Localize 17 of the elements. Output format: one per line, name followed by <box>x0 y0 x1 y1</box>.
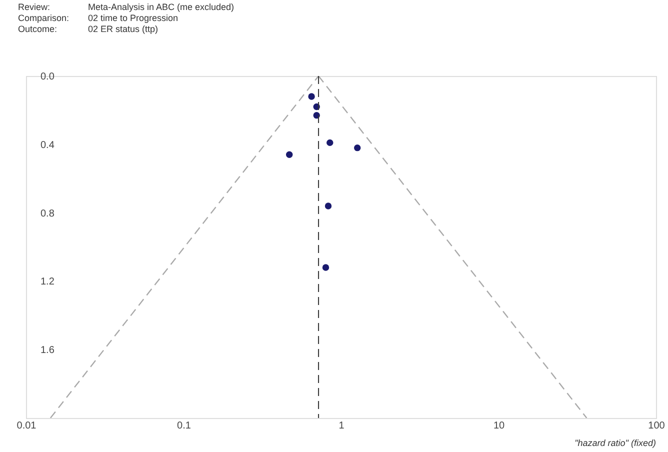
x-tick-label: 100 <box>648 420 666 432</box>
y-tick-label: 0.0 <box>40 72 55 82</box>
text: Meta-Analysis in ABC (me excluded) <box>88 2 234 12</box>
y-tick-label: 0.8 <box>40 208 55 220</box>
text: 02 ER status (ttp) <box>88 24 158 34</box>
y-tick-label: 1.6 <box>40 345 55 356</box>
x-axis-title: "hazard ratio" (fixed) <box>574 438 656 448</box>
text: Outcome: <box>18 24 58 34</box>
x-tick-label: 10 <box>493 420 505 432</box>
y-tick-label: 0.4 <box>40 140 55 151</box>
text: Comparison: <box>18 13 70 23</box>
text: 02 time to Progression <box>88 13 178 23</box>
x-tick-label: 1 <box>338 420 345 432</box>
x-tick-label: 0.01 <box>16 420 37 432</box>
y-tick-label: 1.2 <box>40 276 55 288</box>
x-tick-label: 0.1 <box>177 420 192 432</box>
text: Review: <box>18 2 50 12</box>
